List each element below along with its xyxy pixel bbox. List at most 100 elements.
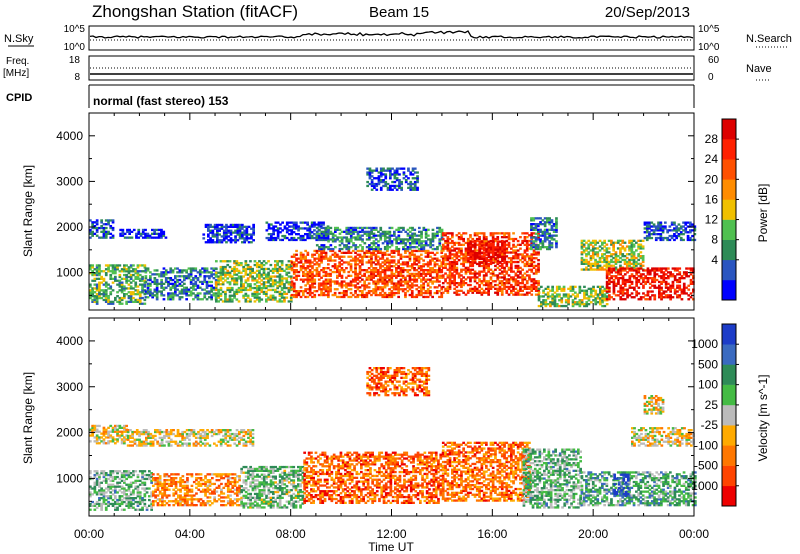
heatmap-cell (274, 288, 277, 292)
heatmap-cell (318, 247, 321, 251)
heatmap-cell (342, 261, 346, 264)
heatmap-cell (457, 274, 461, 277)
heatmap-cell (635, 294, 638, 297)
heatmap-cell (404, 278, 407, 281)
heatmap-cell (489, 255, 493, 259)
heatmap-cell (413, 257, 416, 260)
heatmap-cell (192, 267, 195, 270)
heatmap-cell (244, 260, 248, 263)
heatmap-cell (654, 233, 658, 236)
heatmap-cell (148, 236, 152, 239)
heatmap-cell (249, 265, 252, 269)
heatmap-cell (219, 275, 223, 278)
heatmap-cell (630, 273, 634, 276)
heatmap-cell (420, 234, 423, 237)
heatmap-cell (639, 251, 643, 254)
heatmap-cell (336, 253, 339, 256)
heatmap-cell (100, 219, 103, 222)
heatmap-cell (630, 282, 634, 285)
heatmap-cell (397, 251, 400, 254)
heatmap-cell (603, 256, 606, 260)
heatmap-cell (420, 257, 423, 260)
heatmap-cell (598, 266, 602, 269)
heatmap-cell (475, 239, 479, 243)
heatmap-cell (397, 288, 400, 291)
heatmap-cell (482, 283, 486, 287)
heatmap-cell (389, 175, 392, 178)
heatmap-cell (260, 265, 264, 269)
heatmap-cell (246, 265, 250, 269)
heatmap-cell (225, 233, 228, 236)
heatmap-cell (271, 298, 275, 301)
heatmap-cell (406, 265, 410, 268)
heatmap-cell (612, 288, 616, 291)
heatmap-cell (635, 292, 638, 295)
heatmap-cell (230, 279, 234, 282)
heatmap-cell (244, 292, 248, 295)
heatmap-cell (655, 278, 659, 282)
heatmap-cell (280, 286, 284, 290)
heatmap-cell (320, 249, 323, 253)
heatmap-cell (480, 245, 484, 248)
heatmap-cell (370, 228, 373, 231)
heatmap-cell (274, 279, 277, 282)
heatmap-cell (104, 272, 108, 275)
heatmap-cell (659, 221, 663, 224)
heatmap-cell (398, 180, 401, 184)
heatmap-cell (180, 296, 184, 299)
heatmap-cell (210, 288, 213, 291)
heatmap-cell (306, 288, 310, 291)
heatmap-cell (141, 236, 145, 239)
heatmap-cell (120, 302, 124, 305)
heatmap-cell (89, 236, 92, 239)
heatmap-cell (673, 227, 676, 230)
heatmap-cell (478, 257, 482, 260)
heatmap-cell (653, 267, 657, 270)
heatmap-cell (417, 276, 421, 279)
heatmap-cell (534, 270, 538, 273)
heatmap-cell (180, 275, 184, 278)
heatmap-cell (255, 279, 259, 282)
heatmap-cell (129, 275, 133, 279)
heatmap-cell (548, 221, 551, 224)
heatmap-cell (415, 284, 419, 287)
heatmap-cell (395, 286, 398, 289)
heatmap-cell (354, 280, 357, 283)
heatmap-cell (687, 284, 691, 287)
heatmap-cell (265, 286, 268, 290)
heatmap-cell (612, 280, 616, 284)
heatmap-cell (386, 265, 389, 268)
heatmap-cell (285, 292, 289, 295)
heatmap-cell (643, 227, 647, 230)
heatmap-cell (354, 238, 358, 241)
heatmap-cell (349, 240, 353, 243)
heatmap-cell (153, 232, 156, 235)
heatmap-cell (367, 270, 371, 274)
heatmap-cell (123, 293, 126, 296)
heatmap-cell (315, 238, 319, 242)
heatmap-cell (160, 278, 163, 282)
heatmap-cell (388, 269, 391, 272)
heatmap-cell (462, 262, 465, 266)
heatmap-cell (141, 289, 144, 292)
heatmap-cell (610, 239, 613, 242)
heatmap-cell (315, 249, 319, 253)
heatmap-cell (603, 293, 607, 296)
heatmap-cell (136, 285, 140, 288)
heatmap-cell (413, 274, 416, 277)
heatmap-cell (406, 280, 410, 283)
heatmap-cell (374, 249, 378, 253)
heatmap-cell (203, 294, 207, 297)
heatmap-cell (401, 284, 405, 287)
heatmap-cell (167, 282, 170, 285)
heatmap-cell (605, 280, 609, 284)
heatmap-cell (383, 261, 387, 264)
heatmap-cell (216, 233, 219, 236)
heatmap-cell (542, 289, 545, 292)
heatmap-cell (612, 264, 615, 267)
heatmap-cell (446, 239, 450, 243)
heatmap-cell (662, 275, 666, 278)
heatmap-cell (553, 301, 557, 304)
heatmap-cell (384, 177, 388, 180)
heatmap-cell (532, 282, 536, 285)
